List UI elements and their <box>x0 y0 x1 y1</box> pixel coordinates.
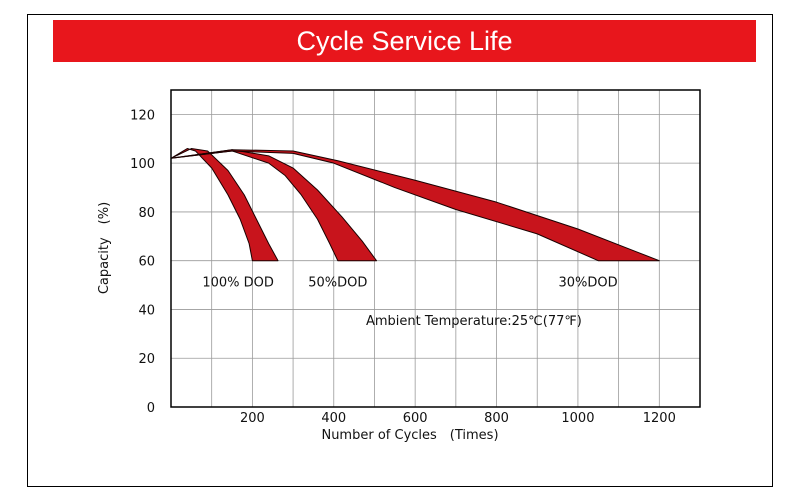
y-tick-label: 20 <box>138 352 155 367</box>
band-50-dod <box>170 149 377 262</box>
ambient-temperature-note: Ambient Temperature:25℃(77℉) <box>366 314 582 329</box>
dod-bands <box>170 148 660 262</box>
series-label: 100% DOD <box>202 276 274 291</box>
band-100-dod <box>170 148 279 262</box>
chart-frame <box>27 14 773 487</box>
x-tick-label: 1200 <box>643 411 676 426</box>
x-tick-labels: 200 400 600 800 1000 1200 <box>240 411 676 426</box>
x-tick-label: 400 <box>321 411 346 426</box>
x-axis-label: Number of Cycles (Times) <box>321 428 498 443</box>
y-tick-label: 60 <box>138 255 155 270</box>
x-tick-label: 600 <box>403 411 428 426</box>
y-axis-label: Capacity (%) <box>97 202 112 294</box>
x-tick-label: 800 <box>484 411 509 426</box>
y-tick-labels: 0 20 40 60 80 100 120 <box>130 108 155 416</box>
y-tick-label: 120 <box>130 108 155 123</box>
title-banner: Cycle Service Life <box>53 20 756 62</box>
y-tick-label: 0 <box>147 401 155 416</box>
x-tick-label: 1000 <box>561 411 594 426</box>
series-label: 30%DOD <box>559 276 618 291</box>
series-label: 50%DOD <box>308 276 367 291</box>
chart-title: Cycle Service Life <box>296 25 513 56</box>
y-tick-label: 40 <box>138 303 155 318</box>
x-tick-label: 200 <box>240 411 265 426</box>
plot-area-border <box>170 89 701 408</box>
y-tick-label: 80 <box>138 206 155 221</box>
y-tick-label: 100 <box>130 157 155 172</box>
series-labels: 100% DOD 50%DOD 30%DOD <box>202 276 617 291</box>
band-30-dod <box>170 149 660 262</box>
